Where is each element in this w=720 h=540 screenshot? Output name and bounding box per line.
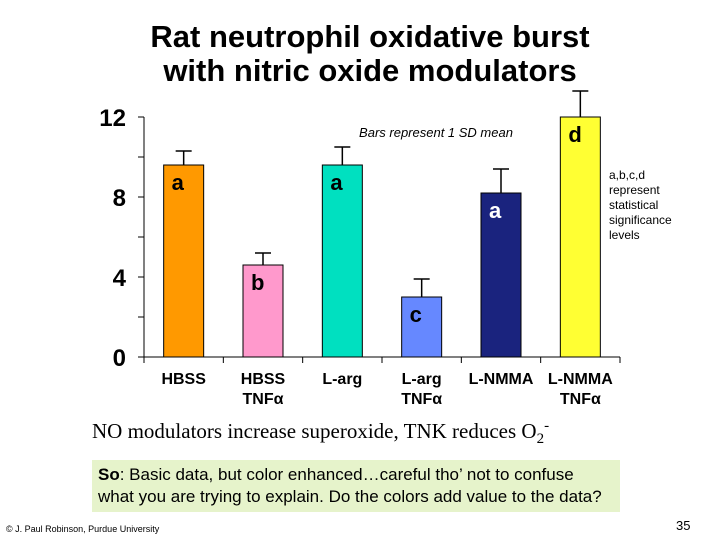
annotation-letters: represent: [609, 183, 660, 197]
slide-title-line1: Rat neutrophil oxidative burst: [150, 19, 590, 54]
annotation-letters: levels: [609, 228, 640, 242]
significance-letter: c: [410, 302, 422, 327]
annotation-sd: Bars represent 1 SD mean: [359, 125, 513, 140]
x-tick-label: HBSS: [161, 371, 206, 388]
caption-subscript: 2: [536, 431, 545, 448]
note-text: : Basic data, but color enhanced…careful…: [98, 465, 602, 506]
x-tick-label: L-NMMA: [548, 371, 613, 388]
significance-letter: a: [172, 170, 185, 195]
note-bold: So: [98, 465, 120, 484]
slide-title-line2: with nitric oxide modulators: [163, 53, 577, 88]
bar: [321, 164, 363, 358]
annotation-letters: a,b,c,d: [609, 168, 645, 182]
page-number: 35: [676, 518, 691, 533]
x-tick-label: L-arg: [322, 371, 362, 388]
x-tick-label: L-arg: [402, 371, 442, 388]
significance-letter: b: [251, 270, 264, 295]
y-tick-label: 8: [113, 185, 126, 212]
credit: © J. Paul Robinson, Purdue University: [6, 524, 160, 534]
y-tick-label: 4: [113, 265, 127, 292]
caption-text: NO modulators increase superoxide, TNK r…: [92, 419, 537, 443]
annotation-letters: significance: [609, 213, 672, 227]
x-tick-label: TNFα: [560, 391, 601, 408]
bar-chart: 0 4 8 12 a HBSS b HBSS TNFα a L-arg c L-arg TNFα a L-NM…: [99, 90, 672, 408]
x-tick-label: TNFα: [401, 391, 442, 408]
significance-letter: d: [568, 122, 581, 147]
note-box: So: Basic data, but color enhanced…caref…: [92, 460, 620, 512]
y-tick-label: 12: [99, 105, 126, 132]
x-tick-label: HBSS: [241, 371, 286, 388]
significance-letter: a: [489, 198, 502, 223]
bar: [242, 264, 284, 358]
x-tick-label: TNFα: [243, 391, 284, 408]
caption-superscript: -: [544, 418, 550, 434]
bar: [163, 164, 205, 358]
y-tick-label: 0: [113, 345, 126, 372]
caption: NO modulators increase superoxide, TNK r…: [92, 418, 692, 448]
significance-letter: a: [330, 170, 343, 195]
bar: [480, 192, 522, 358]
annotation-letters: statistical: [609, 198, 658, 212]
bar: [559, 116, 601, 358]
x-tick-label: L-NMMA: [469, 371, 534, 388]
